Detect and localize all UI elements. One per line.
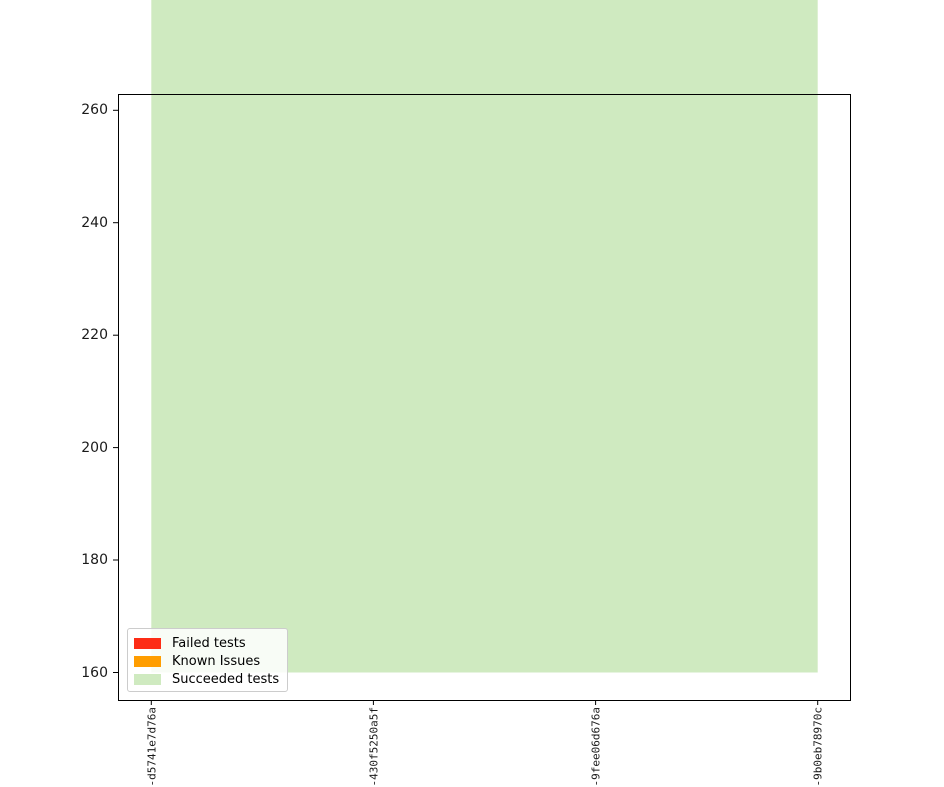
- y-axis-tick-label: 220: [81, 327, 108, 344]
- x-axis-tick-label: 3-9fee06d676a: [590, 707, 603, 787]
- legend-label: Known Issues: [172, 653, 261, 669]
- area-succeeded-tests: [151, 0, 818, 673]
- x-axis-tick-label: 3-d5741e7d76a: [145, 707, 158, 787]
- y-axis-tick-label: 240: [81, 214, 108, 231]
- known-issues-swatch-icon: [134, 655, 161, 667]
- succeeded-tests-swatch-icon: [134, 673, 161, 685]
- legend-entry-known-issues: Known Issues: [134, 652, 287, 670]
- y-axis-tick-label: 180: [81, 552, 108, 568]
- legend: Failed tests Known Issues Succeeded test…: [127, 628, 288, 692]
- y-axis-tick-label: 200: [81, 439, 108, 456]
- legend-label: Succeeded tests: [172, 671, 280, 687]
- failed-tests-swatch-icon: [134, 637, 161, 649]
- y-axis-tick-label: 260: [81, 102, 108, 119]
- y-axis-tick-label: 160: [81, 664, 108, 681]
- legend-label: Failed tests: [172, 635, 246, 651]
- legend-entry-succeeded-tests: Succeeded tests: [134, 670, 287, 688]
- x-axis-tick-label: 2-430f5250a5f: [367, 707, 380, 787]
- legend-entry-failed-tests: Failed tests: [134, 634, 287, 652]
- x-axis-tick-label: 9-9b0eb78970c: [812, 707, 825, 787]
